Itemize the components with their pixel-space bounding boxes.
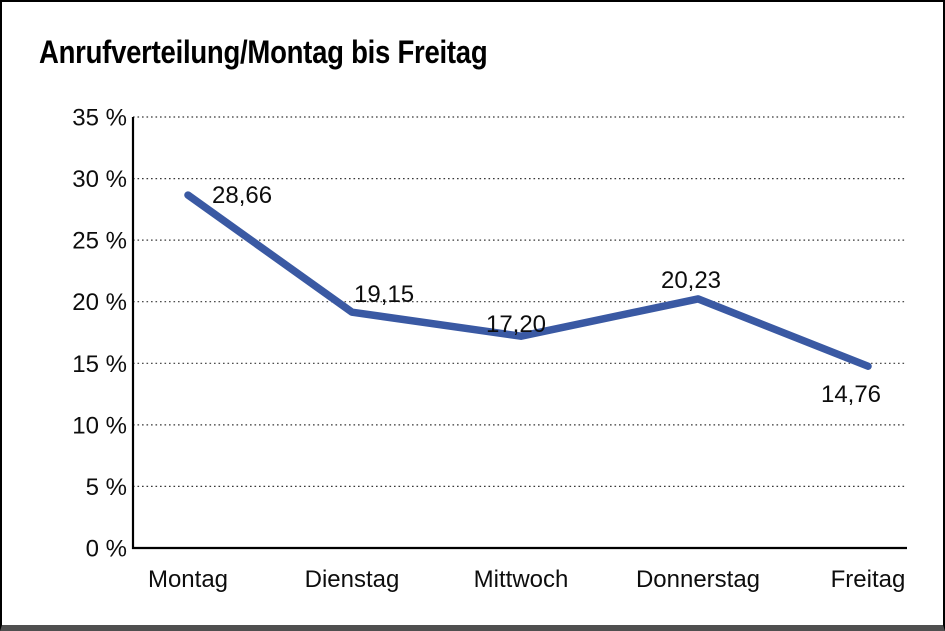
x-category-label: Dienstag — [305, 566, 400, 593]
x-category-label: Montag — [148, 566, 228, 593]
x-category-label: Donnerstag — [636, 566, 760, 593]
y-tick-label: 0 % — [86, 536, 127, 563]
chart-title: Anrufverteilung/Montag bis Freitag — [39, 34, 488, 70]
y-tick-label: 30 % — [72, 166, 127, 193]
data-point-label: 20,23 — [661, 267, 721, 294]
y-tick-label: 10 % — [72, 412, 127, 439]
y-tick-label: 35 % — [72, 105, 127, 132]
data-point-label: 28,66 — [212, 182, 272, 209]
x-category-label: Mittwoch — [474, 566, 569, 593]
y-tick-label: 15 % — [72, 351, 127, 378]
data-line — [184, 191, 872, 370]
y-tick-label: 25 % — [72, 228, 127, 255]
data-point-label: 19,15 — [354, 281, 414, 308]
y-tick-label: 20 % — [72, 289, 127, 316]
y-tick-label: 5 % — [86, 474, 127, 501]
data-point-label: 14,76 — [821, 381, 881, 408]
data-point-label: 17,20 — [486, 311, 546, 338]
x-category-label: Freitag — [831, 566, 906, 593]
